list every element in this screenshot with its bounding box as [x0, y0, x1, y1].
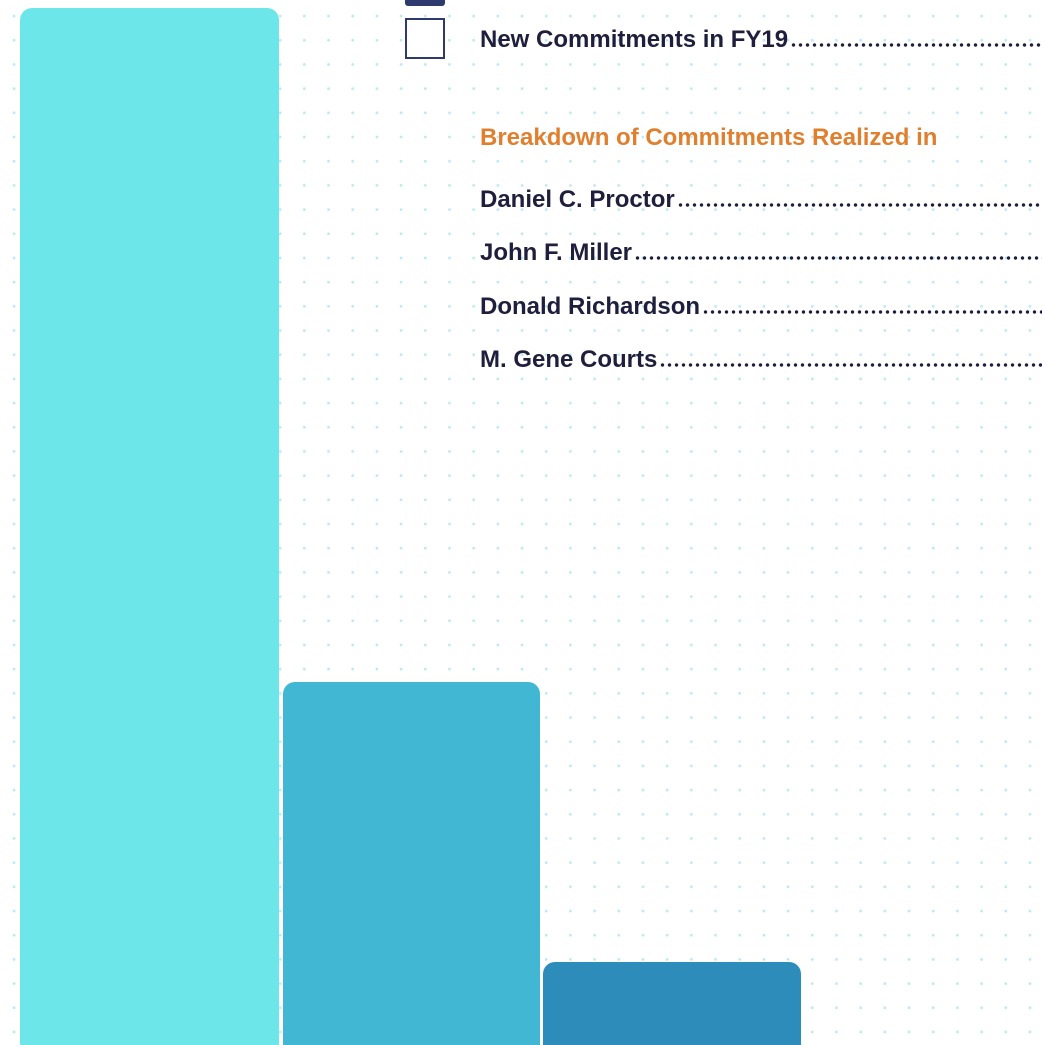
legend-swatch-outline [405, 18, 445, 59]
name-row: M. Gene Courts [480, 340, 1042, 374]
person-name: Donald Richardson [480, 292, 701, 320]
legend-row: New Commitments in FY19 [480, 20, 1042, 54]
dot-leader [659, 361, 1042, 368]
name-row: Daniel C. Proctor [480, 180, 1042, 214]
bar-decoration [543, 962, 801, 1045]
dot-leader [676, 202, 1042, 208]
bar-decoration [20, 8, 279, 1045]
dot-leader [702, 308, 1042, 315]
name-row: John F. Miller [480, 233, 1042, 267]
name-row: Donald Richardson [480, 287, 1042, 321]
dot-leader [634, 255, 1042, 262]
dot-leader [790, 42, 1042, 48]
section-heading: Breakdown of Commitments Realized in [480, 124, 938, 151]
legend-label: New Commitments in FY19 [480, 26, 789, 53]
person-name: M. Gene Courts [480, 345, 658, 373]
person-name: John F. Miller [480, 239, 633, 267]
legend-swatch-filled [405, 0, 445, 6]
person-name: Daniel C. Proctor [480, 186, 675, 213]
bar-decoration [283, 682, 540, 1045]
